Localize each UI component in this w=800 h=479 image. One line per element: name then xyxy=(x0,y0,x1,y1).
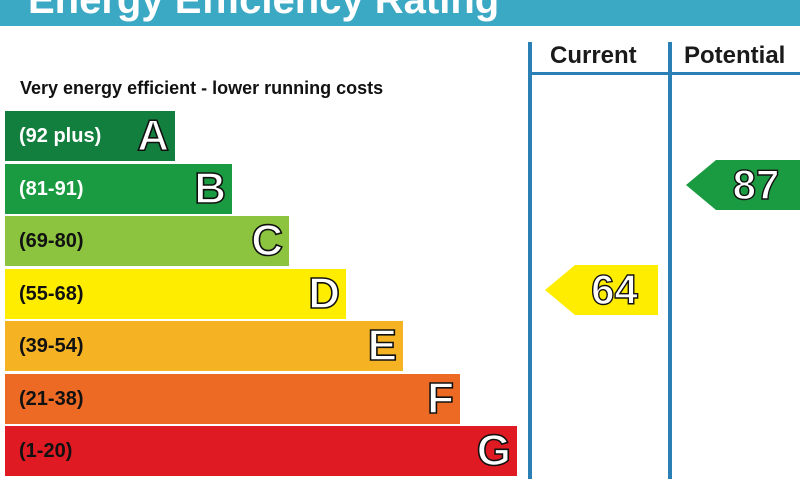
band-range-label: (21-38) xyxy=(19,387,84,410)
top-text: Very energy efficient - lower running co… xyxy=(20,78,384,98)
band-range-label: (81-91) xyxy=(19,177,84,200)
current-column-header: Current xyxy=(550,42,637,69)
potential-rating-value: 87 xyxy=(732,160,780,208)
band-range-label: (1-20) xyxy=(19,440,73,462)
band-d: (55-68) D xyxy=(5,268,346,319)
band-range-label: (55-68) xyxy=(19,282,84,305)
current-arrow-polygon xyxy=(545,264,658,315)
header-underline xyxy=(528,72,800,75)
band-letter: C xyxy=(250,216,283,266)
band-b: (81-91) B xyxy=(5,163,232,214)
current-column-left-line xyxy=(528,42,532,479)
band-range-label: (69-80) xyxy=(19,230,84,252)
chart-title: Energy Efficiency Rating xyxy=(28,0,500,22)
potential-arrow-polygon xyxy=(686,159,800,210)
band-range-label: (39-54) xyxy=(19,335,84,357)
current-arrow-shape xyxy=(545,264,658,315)
band-letter: A xyxy=(136,111,169,161)
band-letter: G xyxy=(476,426,512,476)
potential-arrow-shape xyxy=(686,159,800,210)
title-bar: Energy Efficiency Rating xyxy=(0,0,800,26)
band-c: (69-80) C xyxy=(5,216,289,266)
current-rating-value: 64 xyxy=(590,265,638,313)
current-rating-arrow: 64 xyxy=(545,264,658,315)
band-letter: B xyxy=(193,163,226,213)
band-g: (1-20) G xyxy=(5,426,517,476)
potential-rating-arrow: 87 xyxy=(686,159,800,210)
band-letter: E xyxy=(367,321,398,371)
band-letter: D xyxy=(307,268,340,318)
band-letter: F xyxy=(426,373,454,423)
current-column-right-line xyxy=(668,42,672,479)
potential-column-header: Potential xyxy=(684,42,786,69)
band-range-label: (92 plus) xyxy=(19,125,102,147)
band-e: (39-54) E xyxy=(5,321,403,371)
band-f: (21-38) F xyxy=(5,373,460,424)
band-a: (92 plus) A xyxy=(5,111,175,161)
